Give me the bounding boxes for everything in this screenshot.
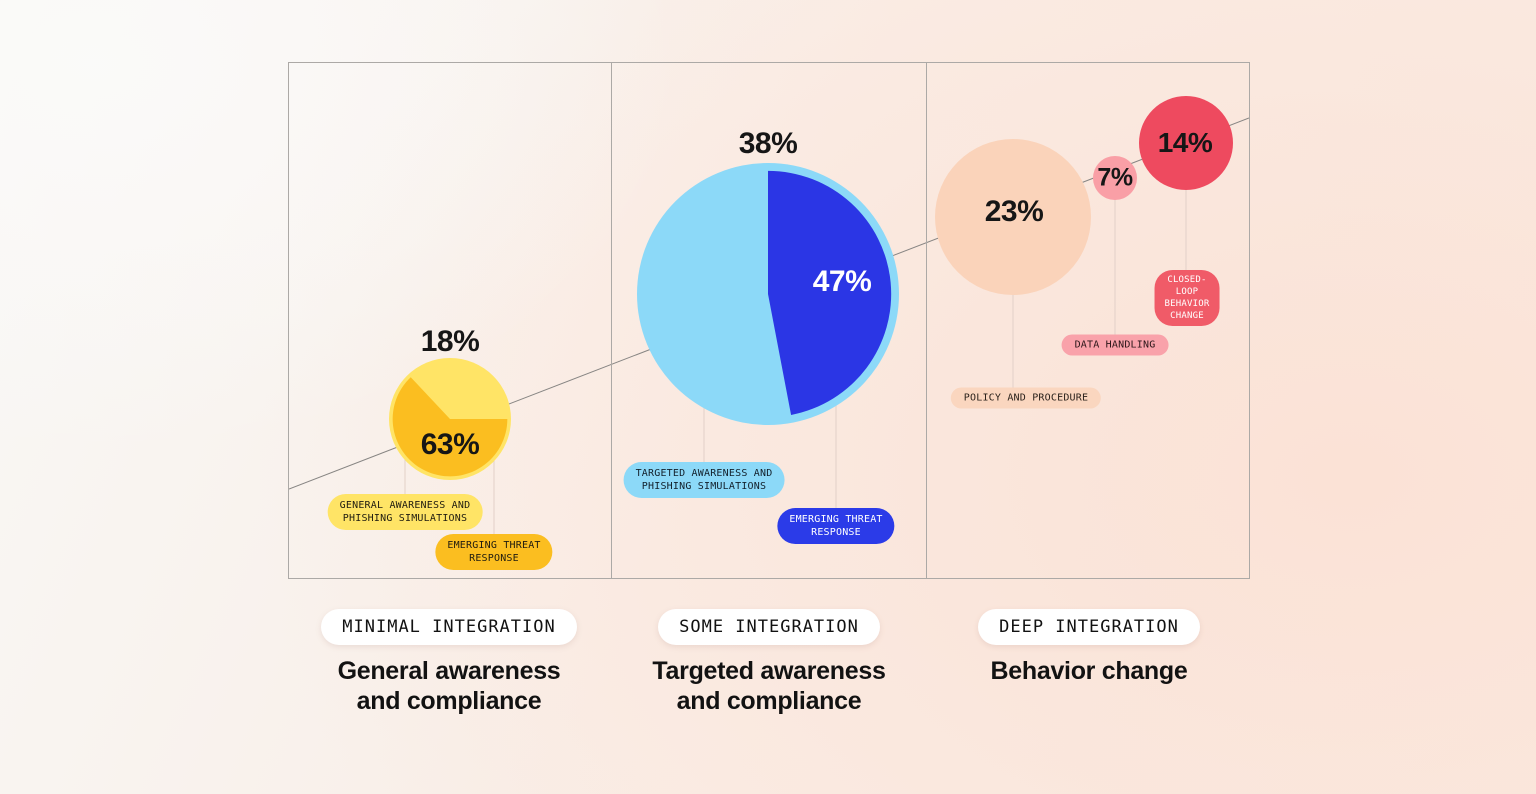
bubble-label-closed-loop: CLOSED-LOOP BEHAVIOR CHANGE — [1154, 270, 1220, 326]
bubble-policy-and-procedure — [935, 139, 1091, 295]
slice-label-targeted-awareness: TARGETED AWARENESS AND PHISHING SIMULATI… — [623, 462, 785, 498]
panel-divider-1 — [611, 63, 612, 578]
stage-badge-deep-integration: DEEP INTEGRATION — [978, 609, 1200, 645]
bubble-data-handling — [1093, 156, 1137, 200]
stage-some-integration: SOME INTEGRATION Targeted awareness and … — [609, 609, 929, 716]
percent-label-closed-loop: 14% — [1157, 127, 1213, 158]
pie-minimal-integration — [389, 358, 511, 480]
panel-divider-2 — [926, 63, 927, 578]
stage-minimal-integration: MINIMAL INTEGRATION General awareness an… — [289, 609, 609, 716]
percent-label-targeted-awareness: 38% — [738, 127, 798, 160]
percent-label-emerging-threat-minimal: 63% — [420, 428, 480, 461]
slice-label-emerging-threat-some: EMERGING THREAT RESPONSE — [777, 508, 895, 544]
bubble-closed-loop-behavior-change — [1139, 96, 1233, 190]
pie-some-integration — [637, 163, 899, 425]
slice-label-emerging-threat-minimal: EMERGING THREAT RESPONSE — [435, 534, 553, 570]
stage-title-minimal-integration: General awareness and compliance — [337, 657, 561, 715]
stage-badge-minimal-integration: MINIMAL INTEGRATION — [321, 609, 577, 645]
bubble-label-data-handling: DATA HANDLING — [1061, 334, 1169, 356]
stage-badge-some-integration: SOME INTEGRATION — [658, 609, 880, 645]
stage-deep-integration: DEEP INTEGRATION Behavior change — [929, 609, 1249, 686]
percent-label-data-handling: 7% — [1097, 163, 1133, 192]
chart-frame: 18% 63% GENERAL AWARENESS AND PHISHING S… — [288, 62, 1250, 579]
percent-label-emerging-threat-some: 47% — [812, 265, 872, 298]
slice-label-general-awareness: GENERAL AWARENESS AND PHISHING SIMULATIO… — [327, 494, 483, 530]
percent-label-general-awareness: 18% — [420, 325, 480, 358]
bubble-label-policy-and-procedure: POLICY AND PROCEDURE — [950, 387, 1102, 409]
stage-title-deep-integration: Behavior change — [990, 657, 1188, 685]
stage-title-some-integration: Targeted awareness and compliance — [652, 657, 886, 715]
percent-label-policy-and-procedure: 23% — [984, 195, 1044, 228]
